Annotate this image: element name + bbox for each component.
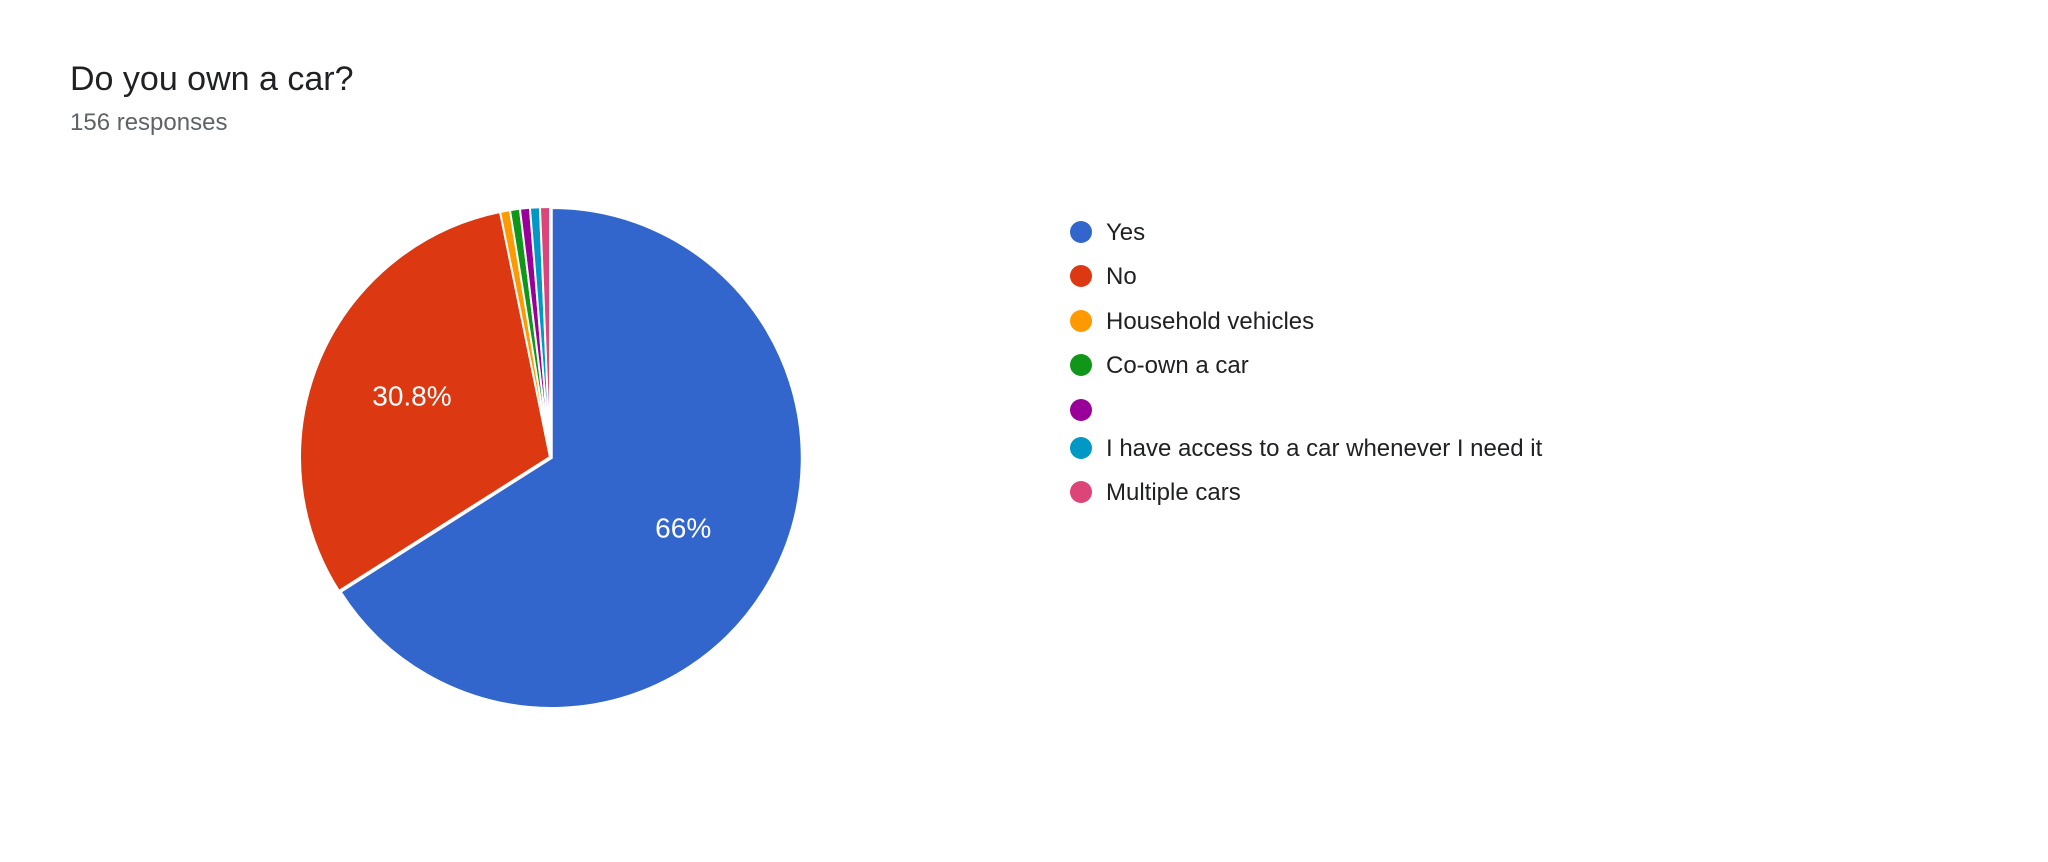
legend-label: I have access to a car whenever I need i…	[1106, 433, 1542, 465]
pie-chart-column: 66% 30.8%	[70, 177, 1030, 757]
legend-dot-icon	[1070, 221, 1092, 243]
legend-dot-icon	[1070, 310, 1092, 332]
legend-item[interactable]: Co-own a car	[1070, 350, 1978, 382]
legend-item[interactable]: No	[1070, 261, 1978, 293]
legend-dot-icon	[1070, 437, 1092, 459]
legend-label: Multiple cars	[1106, 477, 1241, 509]
legend-label: Co-own a car	[1106, 350, 1249, 382]
chart-content-row: 66% 30.8% Yes No Household vehicles Co-own a…	[70, 177, 1978, 757]
pie-slice-label: 66%	[655, 513, 711, 544]
legend-dot-icon	[1070, 399, 1092, 421]
pie-slice-label: 30.8%	[372, 381, 451, 412]
legend-item[interactable]: Yes	[1070, 217, 1978, 249]
legend-item[interactable]	[1070, 395, 1978, 421]
legend-label: No	[1106, 261, 1137, 293]
legend-label: Yes	[1106, 217, 1145, 249]
legend: Yes No Household vehicles Co-own a car I hav…	[1030, 177, 1978, 521]
chart-subtitle: 156 responses	[70, 109, 1978, 137]
legend-item[interactable]: Household vehicles	[1070, 306, 1978, 338]
legend-label: Household vehicles	[1106, 306, 1314, 338]
chart-container: Do you own a car? 156 responses 66% 30.8%…	[0, 0, 2048, 862]
pie-chart-svg: 66% 30.8%	[230, 177, 870, 757]
legend-dot-icon	[1070, 265, 1092, 287]
chart-title: Do you own a car?	[70, 60, 1978, 99]
legend-dot-icon	[1070, 481, 1092, 503]
legend-item[interactable]: Multiple cars	[1070, 477, 1978, 509]
legend-dot-icon	[1070, 354, 1092, 376]
legend-item[interactable]: I have access to a car whenever I need i…	[1070, 433, 1978, 465]
